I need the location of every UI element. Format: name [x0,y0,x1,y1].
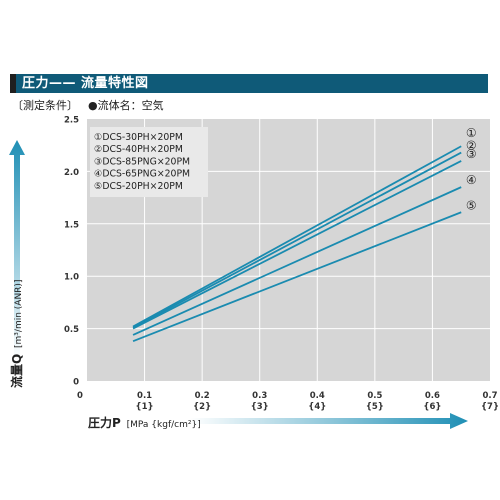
section-header-bar [10,74,488,93]
conditions-label: 〔測定条件〕 [12,99,78,112]
series-line [132,211,462,343]
series-marker-label: ② [466,139,477,153]
legend-entry: ①DCS-30PH×20PM [94,132,183,143]
x-origin-label: 0 [77,391,83,401]
x-axis-title: 圧力P [MPa {kgf/cm²}] [88,415,201,430]
x-tick-label: 0.6 [425,391,440,401]
series-marker-label: ④ [466,173,477,187]
header-accent [10,74,16,93]
y-axis-title: 流量Q [m³/min (ANR)] [9,280,24,388]
x-tick-label: 0.1 [137,391,152,401]
fluid-label: ●流体名：空気 [88,99,164,112]
series-line [132,186,462,336]
x-tick-sublabel: {2} [193,402,211,412]
legend: ①DCS-30PH×20PM②DCS-40PH×20PM③DCS-85PNG×2… [94,132,190,192]
series-line [132,160,462,330]
section-title: 圧力—— 流量特性図 [22,76,149,91]
x-tick-sublabel: {6} [423,402,441,412]
series-marker-label: ⑤ [466,198,477,212]
y-tick-label: 0 [73,378,79,388]
legend-entry: ③DCS-85PNG×20PM [94,156,190,167]
legend-entry: ⑤DCS-20PH×20PM [94,181,183,192]
x-tick-sublabel: {1} [136,402,154,412]
series-line [132,151,462,329]
x-tick-label: 0.5 [367,391,382,401]
x-tick-sublabel: {5} [366,402,384,412]
x-tick-label: 0.7 [482,391,497,401]
x-tick-sublabel: {4} [308,402,326,412]
y-axis-arrow [9,140,25,360]
x-tick-sublabel: {3} [251,402,269,412]
x-tick-label: 0.2 [195,391,210,401]
series-marker-label: ① [466,126,477,140]
series-markers: ①②③ ④ ⑤ [466,126,477,212]
y-tick-label: 2.5 [64,116,79,126]
series-line [132,145,462,328]
series-marker-label: ③ [466,147,477,161]
y-tick-label: 1.0 [64,273,79,283]
y-tick-label: 2.0 [64,168,79,178]
x-tick-label: 0.3 [252,391,267,401]
x-axis-arrow [190,413,468,429]
y-tick-label: 0.5 [64,325,79,335]
legend-entry: ②DCS-40PH×20PM [94,144,183,155]
legend-entry: ④DCS-65PNG×20PM [94,169,190,180]
x-tick-sublabel: {7} [481,402,499,412]
y-tick-label: 1.5 [64,220,79,230]
legend-box [90,127,208,197]
axes: 0.1{1}0.2{2}0.3{3}0.4{4}0.5{5}0.6{6}0.7{… [64,116,499,413]
series-lines [132,145,462,343]
x-tick-label: 0.4 [310,391,325,401]
